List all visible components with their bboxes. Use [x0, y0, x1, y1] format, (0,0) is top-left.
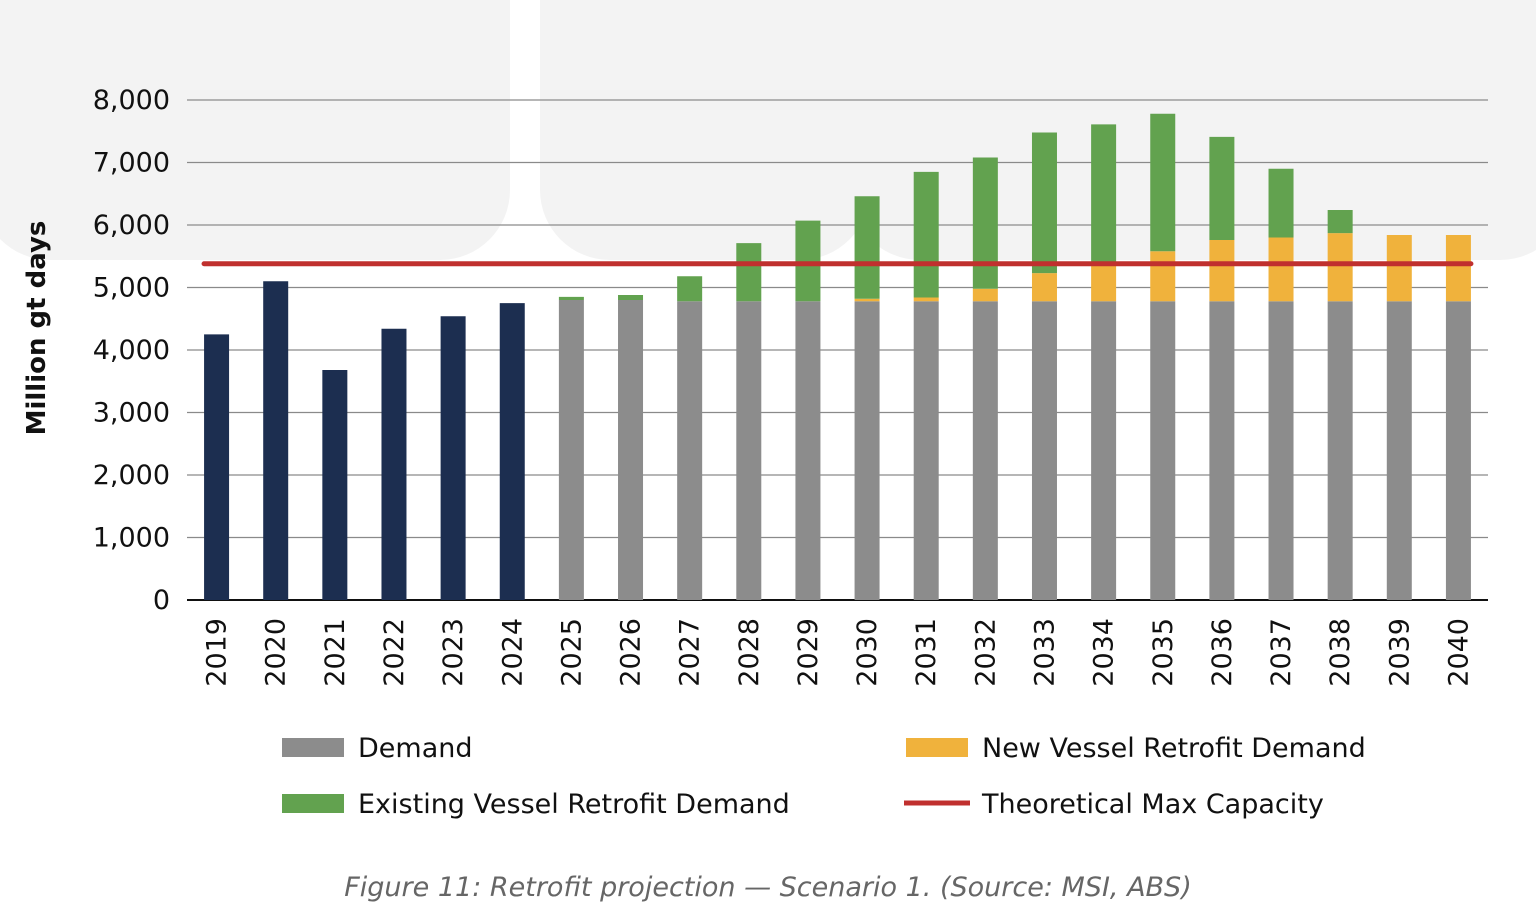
bar-existing-retrofit-2036 — [1209, 136, 1235, 240]
bar-new-retrofit-2032 — [972, 288, 998, 302]
legend-swatch-new-retrofit — [906, 738, 968, 757]
x-tick-label: 2035 — [1148, 618, 1179, 687]
x-tick-label: 2025 — [556, 618, 587, 687]
background-shape — [540, 0, 870, 260]
bar-new-retrofit-2038 — [1327, 233, 1353, 302]
legend-item-max-capacity: Theoretical Max Capacity — [904, 789, 1324, 820]
legend-item-demand: Demand — [282, 733, 473, 764]
bar-existing-retrofit-2038 — [1327, 210, 1353, 234]
x-tick-label: 2036 — [1207, 618, 1238, 687]
y-tick-label: 2,000 — [93, 460, 170, 491]
bar-existing-retrofit-2029 — [795, 220, 821, 302]
legend-item-new-retrofit: New Vessel Retrofit Demand — [906, 733, 1366, 764]
y-axis-label: Million gt days — [22, 221, 52, 436]
x-tick-label: 2034 — [1089, 618, 1120, 687]
bar-new-retrofit-2033 — [1031, 273, 1057, 302]
x-tick-label: 2023 — [438, 618, 469, 687]
bars — [204, 113, 1471, 600]
x-tick-label: 2040 — [1443, 618, 1474, 687]
bar-new-retrofit-2040 — [1445, 235, 1471, 302]
x-tick-label: 2028 — [734, 618, 765, 687]
bar-demand-2026 — [618, 300, 644, 600]
x-tick-label: 2019 — [202, 618, 233, 687]
bar-existing-retrofit-2028 — [736, 243, 762, 302]
bar-demand-2034 — [1091, 301, 1117, 600]
bar-new-retrofit-2034 — [1091, 263, 1117, 302]
bar-historical-2024 — [499, 303, 525, 600]
bar-demand-2029 — [795, 301, 821, 600]
y-tick-label: 0 — [153, 585, 170, 616]
bar-new-retrofit-2039 — [1386, 235, 1412, 302]
bar-demand-2039 — [1386, 301, 1412, 600]
x-tick-label: 2027 — [675, 618, 706, 687]
bar-historical-2019 — [204, 334, 230, 600]
bar-existing-retrofit-2026 — [618, 295, 644, 300]
y-tick-label: 5,000 — [93, 273, 170, 304]
bar-existing-retrofit-2032 — [972, 157, 998, 289]
bar-demand-2032 — [972, 301, 998, 600]
bar-existing-retrofit-2030 — [854, 196, 880, 299]
y-tick-label: 6,000 — [93, 210, 170, 241]
y-tick-label: 7,000 — [93, 148, 170, 179]
legend-label-max-capacity: Theoretical Max Capacity — [981, 789, 1324, 820]
y-tick-label: 1,000 — [93, 523, 170, 554]
bar-historical-2021 — [322, 370, 348, 600]
y-tick-label: 3,000 — [93, 398, 170, 429]
x-tick-label: 2038 — [1325, 618, 1356, 687]
x-axis-ticks: 2019 2020 2021 2022 2023 2024 2025 2026 2027 2028… — [202, 618, 1475, 687]
x-tick-label: 2022 — [379, 618, 410, 687]
legend-item-existing-retrofit: Existing Vessel Retrofit Demand — [282, 789, 790, 820]
x-tick-label: 2021 — [320, 618, 351, 687]
legend-label-new-retrofit: New Vessel Retrofit Demand — [982, 733, 1366, 764]
bar-existing-retrofit-2025 — [558, 296, 584, 300]
y-axis-ticks: 0 1,000 2,000 3,000 4,000 5,000 6,000 7,000 8,00… — [93, 85, 170, 616]
bar-demand-2025 — [558, 300, 584, 600]
bar-demand-2036 — [1209, 301, 1235, 600]
bar-demand-2038 — [1327, 301, 1353, 600]
bar-demand-2028 — [736, 301, 762, 600]
bar-existing-retrofit-2035 — [1150, 113, 1176, 252]
bar-new-retrofit-2031 — [913, 297, 939, 302]
bar-demand-2030 — [854, 301, 880, 600]
bar-demand-2037 — [1268, 301, 1294, 600]
legend-swatch-existing-retrofit — [282, 794, 344, 813]
bar-existing-retrofit-2037 — [1268, 168, 1294, 238]
x-tick-label: 2031 — [911, 618, 942, 687]
bar-historical-2022 — [381, 328, 407, 600]
bar-demand-2040 — [1445, 301, 1471, 600]
bar-new-retrofit-2035 — [1150, 251, 1176, 302]
x-tick-label: 2030 — [852, 618, 883, 687]
legend: Demand New Vessel Retrofit Demand Existi… — [282, 733, 1366, 820]
bar-existing-retrofit-2034 — [1091, 124, 1117, 264]
bar-demand-2033 — [1031, 301, 1057, 600]
bar-historical-2020 — [263, 281, 289, 600]
x-tick-label: 2029 — [793, 618, 824, 687]
figure-caption: Figure 11: Retrofit projection — Scenari… — [344, 872, 1192, 903]
bar-demand-2035 — [1150, 301, 1176, 600]
y-tick-label: 8,000 — [93, 85, 170, 116]
bar-demand-2031 — [913, 301, 939, 600]
x-tick-label: 2026 — [616, 618, 647, 687]
x-tick-label: 2039 — [1384, 618, 1415, 687]
background-shape — [0, 0, 510, 260]
bar-historical-2023 — [440, 316, 466, 600]
bar-new-retrofit-2036 — [1209, 240, 1235, 302]
x-tick-label: 2024 — [497, 618, 528, 687]
bar-new-retrofit-2037 — [1268, 237, 1294, 302]
legend-swatch-demand — [282, 738, 344, 757]
legend-label-demand: Demand — [358, 733, 473, 764]
y-tick-label: 4,000 — [93, 335, 170, 366]
bar-existing-retrofit-2033 — [1031, 132, 1057, 274]
x-tick-label: 2033 — [1029, 618, 1060, 687]
bar-existing-retrofit-2031 — [913, 171, 939, 298]
bar-demand-2027 — [677, 301, 703, 600]
background-shape — [850, 0, 1536, 260]
bar-existing-retrofit-2027 — [677, 276, 703, 302]
bar-new-retrofit-2030 — [854, 298, 880, 302]
x-tick-label: 2037 — [1266, 618, 1297, 687]
x-tick-label: 2032 — [970, 618, 1001, 687]
x-tick-label: 2020 — [261, 618, 292, 687]
legend-label-existing-retrofit: Existing Vessel Retrofit Demand — [358, 789, 790, 820]
